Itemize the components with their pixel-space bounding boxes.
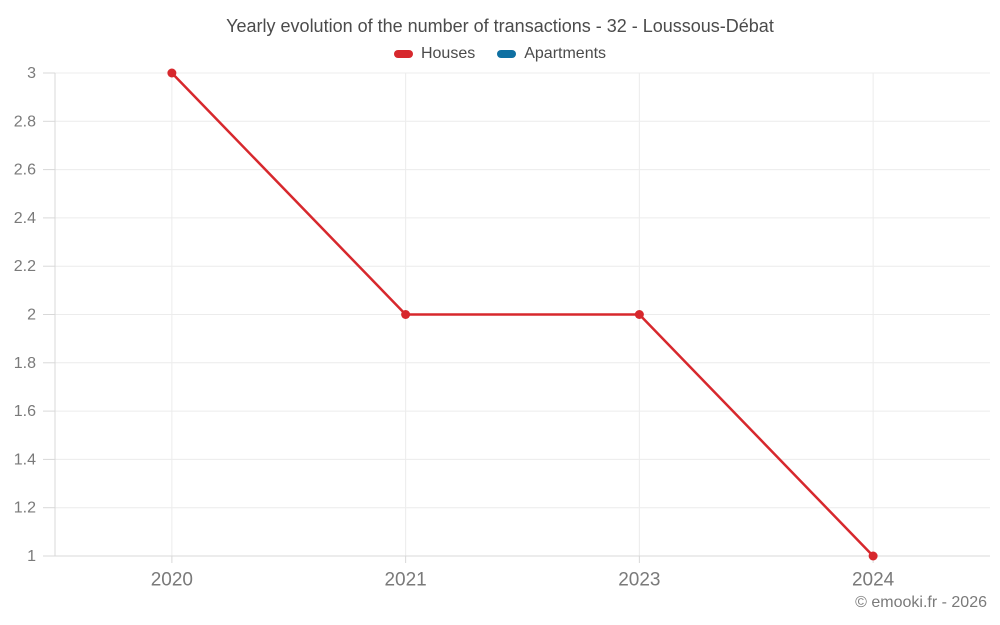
legend-label-houses: Houses (420, 45, 476, 62)
svg-text:2.6: 2.6 (14, 162, 36, 179)
svg-text:2020: 2020 (151, 570, 193, 591)
legend: Houses Apartments (0, 45, 1000, 63)
apartments-color-swatch-icon (497, 50, 517, 58)
svg-text:1.2: 1.2 (14, 500, 36, 517)
svg-text:1.4: 1.4 (14, 451, 36, 468)
legend-label-apartments: Apartments (524, 45, 607, 62)
svg-text:2024: 2024 (852, 570, 895, 591)
chart-title: Yearly evolution of the number of transa… (226, 16, 774, 36)
svg-text:2023: 2023 (618, 570, 660, 591)
svg-text:2.8: 2.8 (14, 113, 36, 130)
svg-text:2: 2 (27, 307, 36, 324)
copyright: © emooki.fr - 2026 (855, 594, 987, 611)
svg-text:1.6: 1.6 (14, 403, 36, 420)
legend-item-houses[interactable]: Houses (393, 45, 476, 63)
svg-text:2.2: 2.2 (14, 258, 36, 275)
svg-text:2021: 2021 (384, 570, 426, 591)
svg-text:3: 3 (27, 65, 36, 82)
svg-text:1.8: 1.8 (14, 355, 36, 372)
houses-color-swatch-icon (393, 50, 413, 58)
svg-text:2.4: 2.4 (14, 210, 36, 227)
legend-item-apartments[interactable]: Apartments (497, 45, 606, 63)
svg-text:1: 1 (27, 548, 36, 565)
